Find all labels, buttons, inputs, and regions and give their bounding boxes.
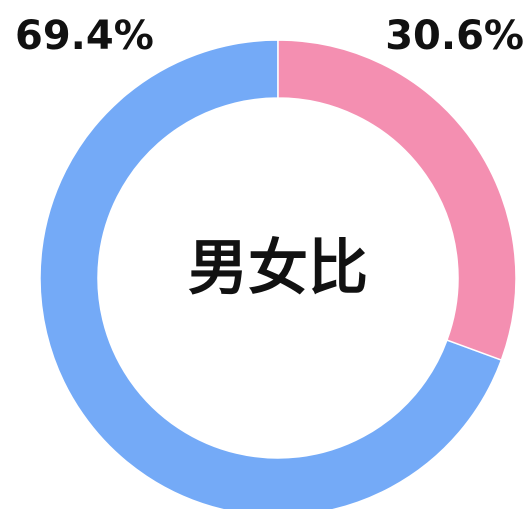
value-label: 69.4%	[15, 13, 154, 59]
value-label: 30.6%	[385, 13, 524, 59]
chart-title: 男女比	[188, 234, 368, 304]
donut-segment	[39, 39, 503, 509]
donut-segment	[277, 39, 517, 361]
